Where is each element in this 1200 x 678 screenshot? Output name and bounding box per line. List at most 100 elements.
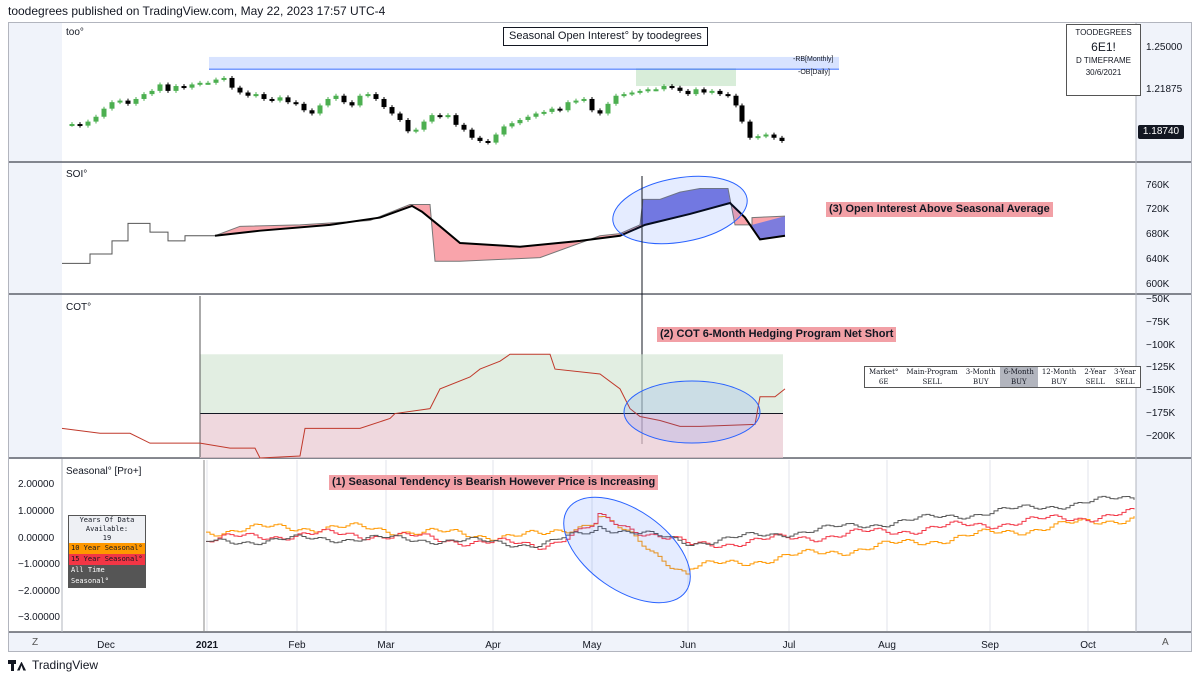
candle-body-82	[717, 90, 723, 95]
candle-body-15	[181, 86, 187, 89]
candle-body-3	[85, 121, 91, 126]
corner-right[interactable]: A	[1162, 637, 1169, 648]
infobox-author: TOODEGREES	[1075, 28, 1132, 37]
x-label-aug: Aug	[878, 640, 896, 651]
candle-body-45	[421, 121, 427, 130]
soi-average-line	[214, 201, 786, 248]
candle-body-57	[517, 119, 523, 124]
candle-body-60	[541, 111, 547, 114]
soi-tick-3: 680K	[1146, 229, 1170, 240]
candle-body-12	[157, 84, 163, 91]
candle-body-44	[413, 129, 419, 132]
candle-body-36	[349, 102, 355, 106]
x-label-mar: Mar	[377, 640, 395, 651]
x-label-2021: 2021	[195, 640, 219, 651]
seasonal-highlight-ellipse	[563, 496, 691, 604]
candle-body-41	[389, 107, 395, 114]
candle-body-40	[381, 98, 387, 108]
candle-body-71	[629, 92, 635, 95]
candle-body-6	[109, 102, 115, 109]
cot-header-market: Market°	[869, 368, 899, 376]
seasonal-tick-5: −2.00000	[18, 586, 60, 597]
candle-body-59	[533, 113, 539, 117]
candle-body-11	[149, 90, 155, 95]
publish-header: toodegrees published on TradingView.com,…	[8, 4, 386, 18]
candle-body-1	[69, 124, 75, 127]
cot-value-2y: SELL	[1085, 378, 1105, 386]
price-tick-1: 1.25000	[1146, 42, 1183, 53]
candle-body-78	[685, 90, 691, 95]
seasonal-legend: Years Of Data Available: 19 10 Year Seas…	[68, 515, 146, 588]
candle-body-24	[253, 94, 259, 97]
candle-body-80	[701, 89, 707, 93]
candle-body-4	[93, 116, 99, 122]
legend-title-3: 19	[102, 534, 112, 542]
candle-body-22	[237, 87, 243, 93]
soi-above-fill-2	[752, 216, 785, 240]
candle-body-56	[509, 123, 515, 127]
candle-body-81	[709, 90, 715, 93]
cot-tick-4: −125K	[1146, 362, 1176, 373]
seasonal-tick-3: 0.00000	[18, 533, 55, 544]
x-label-feb: Feb	[288, 640, 306, 651]
candle-body-73	[645, 89, 651, 92]
cot-value-3y: SELL	[1115, 378, 1135, 386]
x-label-apr: Apr	[485, 640, 501, 651]
candle-body-20	[221, 77, 227, 80]
candle-body-14	[173, 86, 179, 91]
cot-tick-5: −150K	[1146, 385, 1176, 396]
cot-tick-3: −100K	[1146, 340, 1176, 351]
candle-body-5	[101, 108, 107, 117]
candle-body-66	[589, 98, 595, 111]
cot-net-line	[61, 353, 786, 459]
infobox-symbol: 6E1!	[1091, 40, 1116, 54]
candle-body-75	[661, 86, 667, 90]
soi-tick-4: 640K	[1146, 254, 1170, 265]
candle-body-49	[453, 115, 459, 125]
cot-header-6m: 6-Month	[999, 366, 1038, 377]
candle-body-85	[739, 105, 745, 122]
candle-body-88	[763, 134, 769, 137]
cot-value-3m: BUY	[972, 378, 989, 386]
last-price-tag: 1.18740	[1138, 125, 1184, 139]
soi-tick-5: 600K	[1146, 279, 1170, 290]
seasonal-tick-1: 2.00000	[18, 479, 55, 490]
candle-body-51	[469, 129, 475, 138]
soi-tick-1: 760K	[1146, 180, 1170, 191]
candle-body-46	[429, 115, 435, 122]
cot-header-3y: 3-Year	[1114, 368, 1136, 376]
candle-body-13	[165, 84, 171, 91]
candle-body-18	[205, 82, 211, 85]
pane-label-soi: SOI°	[66, 169, 88, 180]
candle-body-43	[405, 119, 411, 132]
annotation-soi: (3) Open Interest Above Seasonal Average	[826, 202, 1053, 217]
cot-tick-7: −200K	[1146, 431, 1176, 442]
soi-highlight-ellipse	[612, 175, 748, 245]
corner-left[interactable]: Z	[32, 637, 39, 648]
cot-header-2y: 2-Year	[1084, 368, 1107, 376]
infobox-date: 30/6/2021	[1085, 68, 1122, 77]
seasonal-all-line	[206, 495, 1135, 549]
price-tick-2: 1.21875	[1146, 84, 1183, 95]
candle-body-27	[277, 97, 283, 101]
level-label-ob: -OB[Daily]	[798, 69, 830, 76]
candle-body-52	[477, 137, 483, 141]
candle-body-58	[525, 116, 531, 120]
legend-15y: 15 Year Seasonal°	[69, 554, 145, 565]
cot-value-main: SELL	[922, 378, 942, 386]
legend-10y: 10 Year Seasonal°	[69, 543, 145, 554]
candle-body-55	[501, 126, 507, 135]
annotation-seasonal: (1) Seasonal Tendency is Bearish However…	[329, 475, 659, 490]
cot-table-header-row: Market° Main-Program 3-Month 6-Month 12-…	[865, 366, 1141, 377]
cot-highlight-ellipse	[623, 380, 761, 444]
candle-body-77	[677, 87, 683, 91]
candle-body-61	[549, 108, 555, 112]
candle-body-67	[597, 110, 603, 114]
cot-program-table: Market° Main-Program 3-Month 6-Month 12-…	[864, 366, 1141, 388]
cot-value-12m: BUY	[1051, 378, 1067, 386]
x-label-oct: Oct	[1080, 640, 1096, 651]
candle-body-83	[725, 94, 731, 97]
x-label-jul: Jul	[782, 640, 796, 651]
candle-body-31	[309, 110, 315, 114]
